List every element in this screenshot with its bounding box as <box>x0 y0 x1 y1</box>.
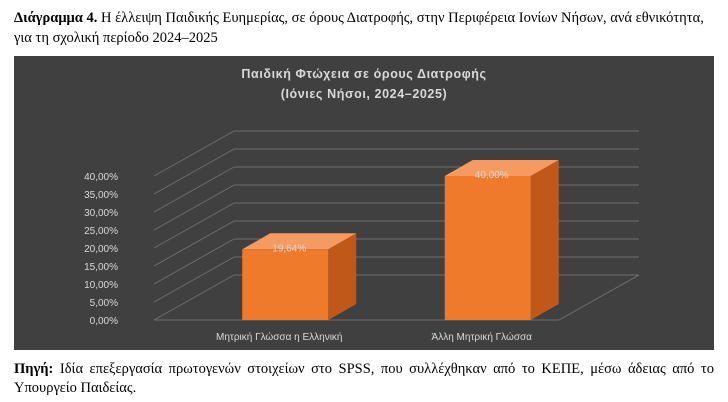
gridline-depth <box>153 166 235 213</box>
chart-container: Παιδική Φτώχεια σε όρους Διατροφής (Ιόνι… <box>14 56 714 350</box>
y-tick-label: 40,00% <box>84 172 118 183</box>
y-tick-label: 15,00% <box>84 262 118 273</box>
bar-layer <box>242 160 559 320</box>
data-label: 19,64% <box>272 243 306 254</box>
gridline-depth <box>153 274 235 321</box>
bar-side <box>530 160 559 320</box>
gridline-depth <box>153 202 235 249</box>
bar-top <box>444 160 559 176</box>
gridline-depth <box>153 256 235 303</box>
gridline-depth <box>153 184 235 231</box>
bar-side <box>328 233 357 320</box>
gridline-depth <box>153 220 235 267</box>
x-tick-label: Μητρική Γλώσσα η Ελληνική <box>216 331 343 343</box>
caption-text: Η έλλειψη Παιδικής Ευημερίας, σε όρους Δ… <box>14 10 704 46</box>
figure-caption: Διάγραμμα 4. Η έλλειψη Παιδικής Ευημερία… <box>14 8 714 48</box>
source-text: Ιδία επεξεργασία πρωτογενών στοιχείων στ… <box>14 361 714 396</box>
x-tick-label: Άλλη Μητρική Γλώσσα <box>432 331 533 343</box>
y-tick-label: 5,00% <box>90 298 118 309</box>
gridline-depth <box>153 148 235 195</box>
bar <box>444 176 531 320</box>
bar-top <box>242 233 357 250</box>
gridline-depth <box>153 130 235 177</box>
caption-lead: Διάγραμμα 4. <box>14 10 98 26</box>
chart-title-line2: (Ιόνιες Νήσοι, 2024–2025) <box>281 87 448 101</box>
y-tick-label: 25,00% <box>84 226 118 237</box>
y-tick-label: 30,00% <box>84 208 118 219</box>
y-tick-label: 10,00% <box>84 280 118 291</box>
y-tick-label: 0,00% <box>90 316 118 327</box>
y-tick-label: 20,00% <box>84 244 118 255</box>
floor-right-edge <box>558 274 640 321</box>
source-note: Πηγή: Ιδία επεξεργασία πρωτογενών στοιχε… <box>14 360 714 398</box>
bar <box>242 249 329 320</box>
label-layer: 19,64% Μητρική Γλώσσα η Ελληνική 40,00% Άλλ… <box>216 170 532 343</box>
gridline-depth <box>153 238 235 285</box>
chart-svg: Παιδική Φτώχεια σε όρους Διατροφής (Ιόνι… <box>14 56 714 350</box>
y-tick-layer: 0,00% 5,00% 10,00% 15,00% 20,00% 25,00% 30,00%… <box>84 172 118 327</box>
chart-title-line1: Παιδική Φτώχεια σε όρους Διατροφής <box>241 67 486 81</box>
y-tick-label: 35,00% <box>84 190 118 201</box>
data-label: 40,00% <box>475 170 509 181</box>
source-lead: Πηγή: <box>14 361 54 377</box>
